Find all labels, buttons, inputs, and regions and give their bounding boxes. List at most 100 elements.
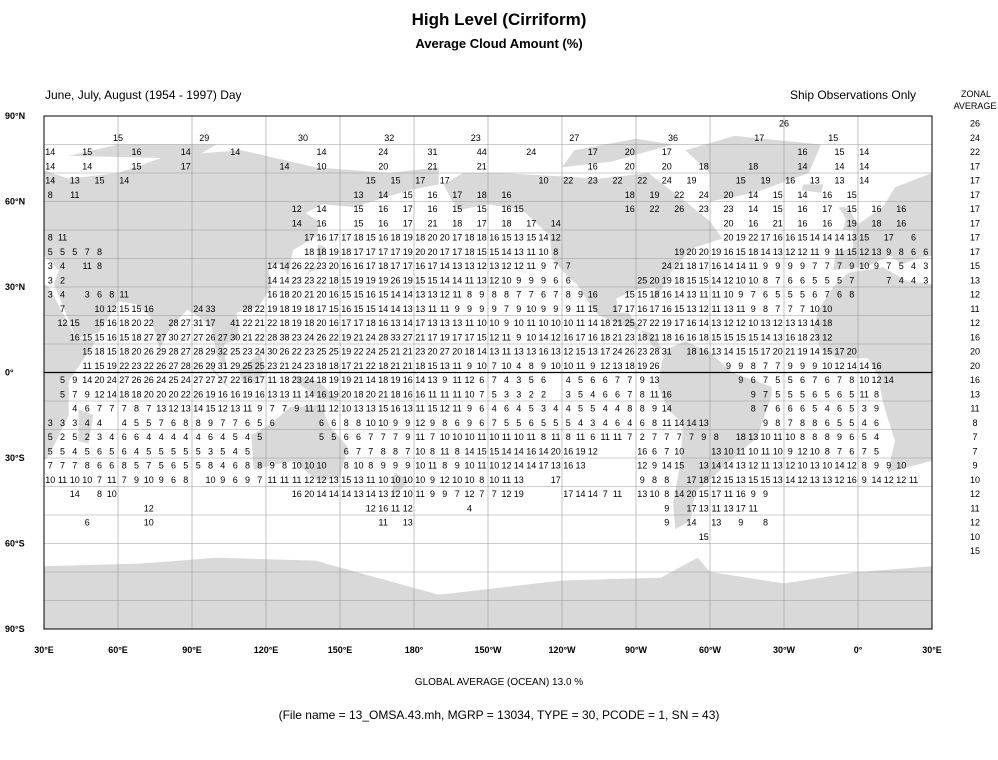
cell-value: 9 bbox=[270, 461, 275, 471]
cell-value: 16 bbox=[427, 204, 437, 214]
cell-value: 5 bbox=[566, 418, 571, 428]
cell-value: 15 bbox=[427, 361, 437, 371]
cell-value: 5 bbox=[516, 418, 521, 428]
cell-value: 6 bbox=[541, 290, 546, 300]
cell-value: 5 bbox=[837, 418, 842, 428]
cell-value: 11 bbox=[699, 290, 708, 300]
x-tick-label: 120°W bbox=[548, 645, 576, 655]
cell-value: 9 bbox=[763, 261, 768, 271]
cell-value: 7 bbox=[677, 432, 682, 442]
cell-value: 17 bbox=[403, 204, 413, 214]
cell-value: 23 bbox=[304, 275, 314, 285]
cell-value: 16 bbox=[341, 261, 351, 271]
cell-value: 15 bbox=[107, 347, 117, 357]
cell-value: 5 bbox=[245, 446, 250, 456]
cell-value: 14 bbox=[723, 461, 733, 471]
cell-value: 13 bbox=[748, 432, 758, 442]
cell-value: 14 bbox=[366, 375, 376, 385]
cell-value: 23 bbox=[316, 261, 326, 271]
cell-value: 12 bbox=[736, 318, 746, 328]
cell-value: 7 bbox=[763, 375, 768, 385]
cell-value: 20 bbox=[329, 261, 339, 271]
cell-value: 23 bbox=[415, 347, 425, 357]
cell-value: 9 bbox=[220, 475, 225, 485]
cell-value: 9 bbox=[751, 304, 756, 314]
land-mass-8 bbox=[381, 472, 410, 504]
cell-value: 11 bbox=[120, 290, 129, 300]
cell-value: 7 bbox=[553, 261, 558, 271]
cell-value: 3 bbox=[208, 446, 213, 456]
cell-value: 11 bbox=[724, 489, 733, 499]
cell-value: 18 bbox=[600, 332, 610, 342]
cell-value: 23 bbox=[292, 275, 302, 285]
cell-value: 9 bbox=[529, 275, 534, 285]
cell-value: 12 bbox=[218, 404, 228, 414]
cell-value: 15 bbox=[489, 446, 499, 456]
cell-value: 12 bbox=[711, 475, 721, 485]
cell-value: 14 bbox=[390, 304, 400, 314]
cell-value: 19 bbox=[267, 304, 277, 314]
cell-value: 16 bbox=[748, 218, 758, 228]
cell-value: 13 bbox=[810, 461, 820, 471]
cell-value: 17 bbox=[760, 347, 770, 357]
cell-value: 8 bbox=[566, 432, 571, 442]
zonal-average-value: 10 bbox=[970, 475, 980, 485]
cell-value: 23 bbox=[471, 133, 481, 143]
cell-value: 13 bbox=[489, 261, 499, 271]
cell-value: 13 bbox=[464, 261, 474, 271]
cell-value: 8 bbox=[763, 518, 768, 528]
cell-value: 9 bbox=[442, 489, 447, 499]
cell-value: 6 bbox=[344, 432, 349, 442]
land-mass-5 bbox=[204, 358, 232, 390]
cell-value: 11 bbox=[453, 375, 462, 385]
cell-value: 7 bbox=[455, 489, 460, 499]
cell-value: 15 bbox=[94, 318, 104, 328]
cell-value: 8 bbox=[862, 461, 867, 471]
cell-value: 9 bbox=[294, 404, 299, 414]
cell-value: 16 bbox=[353, 261, 363, 271]
cell-value: 15 bbox=[847, 190, 857, 200]
cell-value: 11 bbox=[305, 404, 314, 414]
cell-value: 6 bbox=[134, 432, 139, 442]
cell-value: 9 bbox=[455, 461, 460, 471]
cell-value: 3 bbox=[48, 275, 53, 285]
cell-value: 15 bbox=[514, 204, 524, 214]
cell-value: 5 bbox=[812, 275, 817, 285]
cell-value: 7 bbox=[97, 475, 102, 485]
land-mass-4 bbox=[238, 352, 264, 384]
cell-value: 11 bbox=[416, 404, 425, 414]
cell-value: 15 bbox=[834, 147, 844, 157]
cell-value: 14 bbox=[181, 147, 191, 157]
cell-value: 7 bbox=[627, 432, 632, 442]
cell-value: 8 bbox=[196, 418, 201, 428]
cell-value: 15 bbox=[131, 161, 141, 171]
cell-value: 11 bbox=[527, 432, 536, 442]
cell-value: 23 bbox=[304, 347, 314, 357]
cell-value: 16 bbox=[637, 304, 647, 314]
cell-value: 26 bbox=[205, 332, 215, 342]
cell-value: 16 bbox=[674, 332, 684, 342]
cell-value: 15 bbox=[501, 233, 511, 243]
cell-value: 12 bbox=[748, 461, 758, 471]
cell-value: 11 bbox=[477, 461, 486, 471]
cell-value: 12 bbox=[785, 461, 795, 471]
cell-value: 4 bbox=[603, 418, 608, 428]
cell-value: 9 bbox=[467, 304, 472, 314]
cell-value: 18 bbox=[625, 190, 635, 200]
cell-value: 4 bbox=[911, 261, 916, 271]
cell-value: 15 bbox=[70, 318, 80, 328]
cell-value: 9 bbox=[393, 418, 398, 428]
cell-value: 16 bbox=[662, 304, 672, 314]
cell-value: 5 bbox=[492, 389, 497, 399]
cell-value: 11 bbox=[835, 247, 844, 257]
cell-value: 17 bbox=[649, 304, 659, 314]
period-label: June, July, August (1954 - 1997) Day bbox=[45, 88, 242, 102]
cell-value: 11 bbox=[502, 432, 511, 442]
cell-value: 20 bbox=[662, 161, 672, 171]
cell-value: 6 bbox=[603, 375, 608, 385]
cell-value: 15 bbox=[82, 347, 92, 357]
cell-value: 11 bbox=[58, 475, 67, 485]
cell-value: 9 bbox=[541, 361, 546, 371]
cell-value: 9 bbox=[812, 361, 817, 371]
cell-value: 14 bbox=[748, 190, 758, 200]
